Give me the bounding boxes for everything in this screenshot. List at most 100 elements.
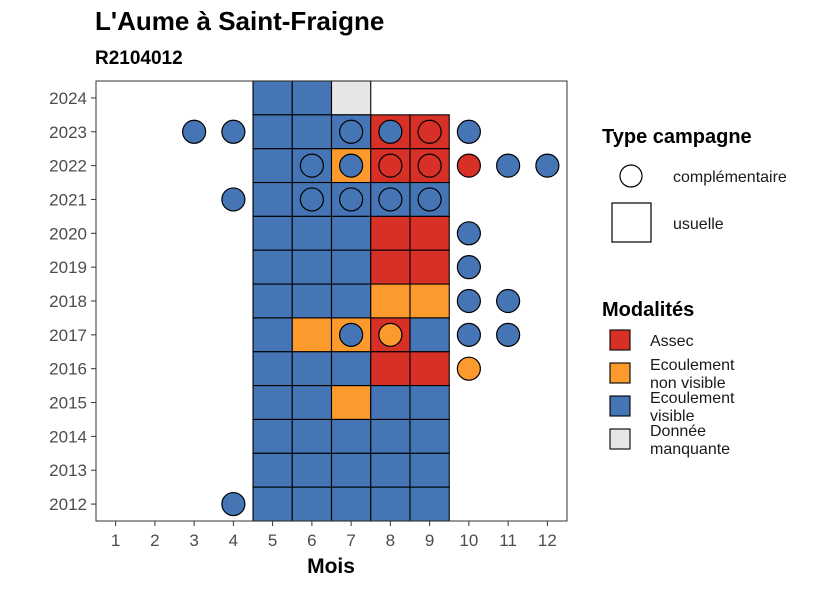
tile-2013-6 [291, 452, 333, 488]
tile-2014-7 [330, 418, 372, 454]
tile-2019-8 [370, 249, 411, 285]
tile-2019-7 [330, 249, 372, 285]
legend-swatch-donn-e-manquante [609, 428, 631, 450]
tile-2012-9 [409, 486, 450, 522]
point-2021-8 [378, 187, 403, 212]
x-tick-label-4: 4 [229, 531, 238, 550]
y-tick-label-2023: 2023 [49, 123, 87, 142]
x-tick-label-11: 11 [499, 531, 517, 550]
tile-2015-5 [252, 385, 293, 421]
x-tick-label-5: 5 [268, 531, 277, 550]
point-2017-11 [496, 322, 521, 347]
point-2020-10 [456, 221, 481, 246]
tile-2016-7 [330, 351, 372, 387]
y-tick-label-2013: 2013 [49, 461, 87, 480]
tile-2018-8 [370, 283, 411, 319]
x-axis: 1 2 3 4 5 6 7 8 9 10 11 12 [111, 521, 557, 550]
point-2022-7 [339, 153, 364, 178]
y-tick-label-2015: 2015 [49, 394, 87, 413]
tile-2024-5 [252, 80, 293, 116]
legend-swatch-assec [609, 329, 631, 351]
point-2018-10 [456, 288, 481, 314]
y-tick-label-2020: 2020 [49, 224, 87, 243]
point-2017-8 [378, 322, 403, 347]
x-tick-label-1: 1 [111, 531, 120, 550]
point-2023-3 [182, 119, 207, 144]
y-tick-label-2014: 2014 [49, 427, 87, 446]
tile-2012-7 [330, 486, 372, 522]
tile-2014-8 [370, 418, 411, 454]
tile-2014-9 [409, 418, 450, 454]
point-2023-9 [417, 119, 442, 144]
legend-swatch-ecoulement-non-visible [609, 362, 631, 384]
point-2022-8 [378, 153, 403, 178]
tile-2016-6 [291, 351, 333, 387]
tile-2019-9 [409, 249, 450, 285]
legend-type-campagne: Type campagne complémentaire usuelle [602, 126, 787, 243]
tile-2015-9 [409, 385, 450, 421]
legend-label-ecoulement-visible: Ecoulement visible [650, 390, 735, 425]
tile-2012-6 [291, 486, 333, 522]
tile-2020-5 [252, 215, 293, 251]
point-2021-4 [221, 187, 246, 212]
point-2022-12 [535, 153, 560, 178]
tile-2013-7 [330, 452, 372, 488]
x-axis-title: Mois [307, 555, 355, 578]
x-tick-label-10: 10 [459, 531, 478, 550]
point-2023-10 [456, 119, 481, 144]
tile-2020-9 [409, 215, 450, 251]
tile-2020-8 [370, 215, 411, 251]
tile-2015-8 [370, 385, 411, 421]
y-axis: 2012 2013 2014 2015 2016 2017 2018 2019 2020 2021… [49, 89, 96, 514]
y-tick-label-2019: 2019 [49, 258, 87, 277]
point-2022-10 [456, 153, 481, 178]
tile-2014-5 [252, 418, 293, 454]
tile-2013-9 [409, 452, 450, 488]
chart-title: L'Aume à Saint-Fraigne [95, 6, 384, 36]
y-tick-label-2021: 2021 [49, 190, 87, 209]
point-2023-7 [339, 119, 364, 144]
tile-2023-5 [252, 114, 293, 150]
tile-2017-9 [409, 317, 450, 353]
point-2018-11 [496, 288, 521, 314]
point-2021-7 [339, 187, 364, 212]
tile-2018-5 [252, 283, 293, 319]
point-2023-8 [378, 119, 403, 144]
y-tick-label-2017: 2017 [49, 326, 87, 345]
point-2012-4 [221, 491, 246, 517]
tile-2020-7 [330, 215, 372, 251]
point-2016-10 [456, 356, 481, 381]
tile-2019-6 [291, 249, 333, 285]
tile-2019-5 [252, 249, 293, 285]
x-tick-label-2: 2 [150, 531, 159, 550]
legend-usuelle-square [611, 202, 652, 243]
point-2017-10 [456, 322, 481, 347]
x-tick-label-9: 9 [425, 531, 434, 550]
legend-modalites: Modalités Assec Ecoulement non visibleEcou… [602, 299, 735, 458]
point-2019-10 [456, 255, 481, 280]
y-tick-label-2016: 2016 [49, 360, 87, 379]
tile-2017-5 [252, 317, 293, 353]
point-2023-4 [221, 119, 246, 144]
legend-complementaire-circle [619, 164, 643, 188]
tile-2018-9 [409, 283, 450, 319]
tile-2020-6 [291, 215, 333, 251]
tile-2012-8 [370, 486, 411, 522]
point-2021-6 [299, 187, 324, 212]
tile-2015-6 [291, 385, 333, 421]
tile-2014-6 [291, 418, 333, 454]
legend-label-ecoulement-non-visible: Ecoulement non visible [650, 357, 735, 392]
x-tick-label-6: 6 [307, 531, 316, 550]
legend-usuelle-label: usuelle [673, 216, 724, 233]
tile-2012-5 [252, 486, 293, 522]
tile-2018-7 [330, 283, 372, 319]
point-2022-6 [299, 153, 324, 178]
tile-2018-6 [291, 283, 333, 319]
point-2017-7 [339, 322, 364, 347]
tile-2021-5 [252, 181, 293, 217]
legend-complementaire-label: complémentaire [673, 169, 787, 186]
chart-subtitle: R2104012 [95, 48, 183, 69]
point-2022-11 [496, 153, 521, 178]
tile-2023-6 [291, 114, 333, 150]
